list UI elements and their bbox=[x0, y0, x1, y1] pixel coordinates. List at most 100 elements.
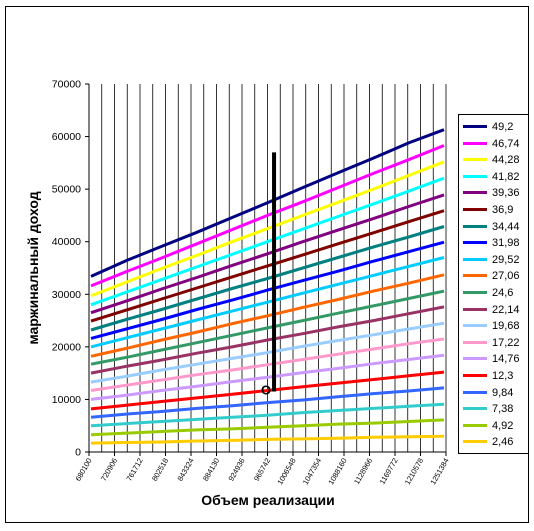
legend-item: 44,28 bbox=[459, 153, 529, 167]
legend-item: 34,44 bbox=[459, 220, 529, 234]
x-tick-label: 1128966 bbox=[352, 457, 374, 486]
x-tick-label: 965742 bbox=[252, 457, 272, 483]
legend-label: 34,44 bbox=[492, 220, 520, 233]
legend-swatch bbox=[463, 274, 487, 278]
x-tick-label: 843324 bbox=[175, 457, 195, 483]
legend-label: 7,38 bbox=[492, 403, 514, 416]
legend-label: 44,28 bbox=[492, 154, 520, 167]
y-axis-label: маржинальный доход bbox=[25, 191, 41, 345]
series-line bbox=[90, 144, 445, 288]
legend-swatch bbox=[463, 141, 487, 145]
x-tick-label: 1047354 bbox=[301, 457, 323, 487]
legend-swatch bbox=[463, 357, 487, 361]
legend-swatch bbox=[463, 407, 487, 411]
y-tick-label: 60000 bbox=[52, 131, 81, 143]
y-tick-label: 50000 bbox=[52, 184, 81, 196]
series-line bbox=[90, 353, 445, 401]
series-line bbox=[90, 273, 445, 358]
legend-swatch bbox=[463, 340, 487, 344]
x-tick-label: 720906 bbox=[99, 457, 119, 483]
legend-swatch bbox=[463, 440, 487, 444]
legend-label: 2,46 bbox=[492, 436, 514, 449]
x-tick-label: 1006548 bbox=[275, 457, 297, 487]
legend-item: 17,22 bbox=[459, 336, 529, 350]
legend-label: 24,6 bbox=[492, 287, 514, 299]
y-tick-label: 20000 bbox=[52, 341, 81, 353]
y-tick-label: 0 bbox=[75, 447, 81, 459]
series-line bbox=[90, 370, 445, 411]
legend-label: 49,2 bbox=[492, 121, 514, 133]
legend-item: 29,52 bbox=[459, 253, 529, 267]
x-tick-label: 1088160 bbox=[326, 457, 348, 487]
series-line bbox=[90, 256, 445, 349]
series-line bbox=[90, 418, 445, 437]
legend-swatch bbox=[463, 390, 487, 394]
legend-item: 36,9 bbox=[459, 203, 529, 217]
series-line bbox=[90, 305, 445, 375]
x-tick-label: 802518 bbox=[150, 457, 170, 483]
legend-item: 19,68 bbox=[459, 319, 529, 333]
legend-label: 22,14 bbox=[492, 303, 520, 316]
series-line bbox=[90, 176, 445, 307]
legend-swatch bbox=[463, 423, 487, 427]
x-tick-label: 884130 bbox=[201, 457, 221, 483]
legend-item: 9,84 bbox=[459, 386, 529, 400]
legend-item: 4,92 bbox=[459, 419, 529, 433]
legend-item: 7,38 bbox=[459, 402, 529, 416]
legend-item: 12,3 bbox=[459, 369, 529, 383]
legend-label: 27,06 bbox=[492, 270, 520, 283]
series-line bbox=[90, 321, 445, 384]
legend-swatch bbox=[463, 374, 487, 377]
series-line bbox=[90, 386, 445, 419]
legend-item: 31,98 bbox=[459, 236, 529, 250]
legend-label: 17,22 bbox=[492, 336, 520, 349]
y-tick-label: 10000 bbox=[52, 394, 81, 406]
x-tick-label: 680100 bbox=[73, 457, 93, 483]
legend-label: 36,9 bbox=[492, 204, 514, 216]
y-tick-label: 30000 bbox=[52, 289, 81, 301]
legend-swatch bbox=[463, 174, 487, 178]
legend-item: 41,82 bbox=[459, 170, 529, 184]
legend-swatch bbox=[463, 324, 487, 328]
series-line bbox=[90, 193, 445, 315]
legend-swatch bbox=[463, 257, 487, 261]
legend-label: 14,76 bbox=[492, 353, 520, 366]
series-line bbox=[90, 225, 445, 332]
legend-label: 31,98 bbox=[492, 237, 520, 250]
legend-swatch bbox=[463, 158, 487, 162]
legend-item: 24,6 bbox=[459, 286, 529, 300]
legend-label: 39,36 bbox=[492, 187, 520, 200]
legend-label: 46,74 bbox=[492, 137, 520, 150]
legend-item: 39,36 bbox=[459, 186, 529, 200]
marker-label: О bbox=[261, 383, 271, 398]
x-tick-label: 1169772 bbox=[378, 457, 400, 486]
legend-label: 9,84 bbox=[492, 386, 514, 399]
legend-item: 22,14 bbox=[459, 303, 529, 317]
legend-item: 14,76 bbox=[459, 352, 529, 366]
series-line bbox=[90, 402, 445, 428]
series-line bbox=[90, 434, 445, 445]
x-axis-label: Объем реализации bbox=[201, 492, 335, 508]
series-line bbox=[90, 337, 445, 392]
x-tick-label: 924936 bbox=[226, 457, 246, 483]
series-line bbox=[90, 289, 445, 366]
chart-legend: 49,2 46,74 44,28 41,82 39,36 36,9 34,44 31,98 29… bbox=[458, 114, 529, 454]
legend-label: 12,3 bbox=[492, 370, 514, 382]
legend-label: 4,92 bbox=[492, 419, 514, 432]
legend-swatch bbox=[463, 224, 487, 228]
legend-swatch bbox=[463, 208, 487, 211]
series-line bbox=[90, 209, 445, 323]
legend-item: 2,46 bbox=[459, 435, 529, 449]
x-tick-label: 1251384 bbox=[428, 457, 450, 487]
series-line bbox=[90, 240, 445, 340]
y-tick-label: 70000 bbox=[52, 79, 81, 91]
legend-label: 41,82 bbox=[492, 170, 520, 183]
series-line bbox=[90, 128, 445, 278]
series-line bbox=[90, 160, 445, 298]
legend-swatch bbox=[463, 291, 487, 294]
legend-item: 27,06 bbox=[459, 269, 529, 283]
legend-swatch bbox=[463, 307, 487, 311]
y-tick-label: 40000 bbox=[52, 236, 81, 248]
legend-item: 46,74 bbox=[459, 137, 529, 151]
